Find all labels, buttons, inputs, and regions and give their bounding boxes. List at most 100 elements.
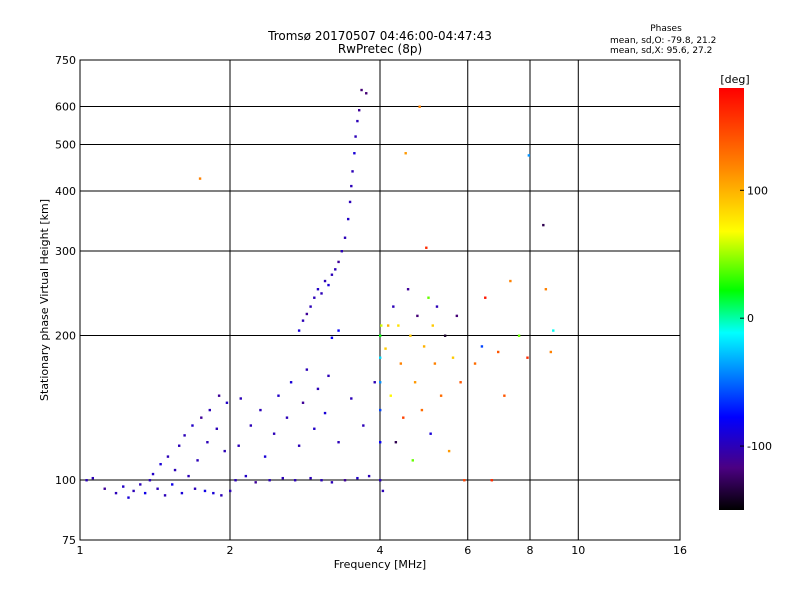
data-point xyxy=(402,416,405,419)
data-point xyxy=(122,485,125,488)
data-point xyxy=(259,408,262,412)
data-point xyxy=(305,312,309,316)
data-point xyxy=(503,394,506,397)
y-tick-label: 200 xyxy=(55,330,76,343)
data-point xyxy=(404,152,407,155)
data-point xyxy=(244,474,248,478)
data-point xyxy=(263,455,267,458)
data-point xyxy=(526,356,529,359)
data-point xyxy=(360,88,363,92)
data-point xyxy=(217,394,221,397)
x-tick-label: 8 xyxy=(527,544,534,557)
data-point xyxy=(297,329,301,332)
data-point xyxy=(237,444,240,447)
data-point xyxy=(399,362,403,365)
data-point xyxy=(316,387,320,391)
data-point xyxy=(177,444,181,447)
data-point xyxy=(379,356,382,359)
data-point xyxy=(323,411,327,415)
data-point xyxy=(277,394,280,397)
data-point xyxy=(249,424,253,427)
data-point xyxy=(429,432,432,435)
data-point xyxy=(156,487,159,490)
x-axis-label: Frequency [MHz] xyxy=(334,558,426,571)
data-point xyxy=(103,487,106,490)
data-point xyxy=(293,479,297,482)
data-point xyxy=(386,324,390,327)
data-point xyxy=(459,381,462,384)
data-point xyxy=(351,170,354,173)
x-tick-label: 6 xyxy=(464,544,471,557)
data-point xyxy=(544,288,548,291)
data-point xyxy=(330,481,334,484)
data-point xyxy=(433,362,437,365)
phases-heading: Phases xyxy=(650,24,682,34)
data-point xyxy=(173,468,177,472)
data-point xyxy=(354,135,357,138)
colorbar xyxy=(719,88,744,510)
data-point xyxy=(281,476,284,480)
data-point xyxy=(285,416,289,419)
data-point xyxy=(268,479,271,482)
data-point xyxy=(208,408,211,412)
data-point xyxy=(350,397,353,400)
data-point xyxy=(139,483,142,486)
data-point xyxy=(379,408,382,412)
data-point xyxy=(517,334,521,337)
data-point xyxy=(212,491,215,495)
data-point xyxy=(327,374,330,378)
data-point xyxy=(381,489,385,493)
data-point xyxy=(151,472,155,476)
data-point xyxy=(159,462,162,466)
data-point xyxy=(490,479,494,482)
data-point xyxy=(234,479,237,482)
data-point xyxy=(394,441,398,444)
data-point xyxy=(346,217,350,221)
data-point xyxy=(350,184,353,188)
data-point xyxy=(409,334,412,337)
data-point xyxy=(484,296,487,299)
data-point xyxy=(91,476,95,480)
data-point xyxy=(549,350,553,354)
data-point xyxy=(343,236,347,239)
data-point xyxy=(356,476,359,480)
data-point xyxy=(203,489,207,493)
scatter-points xyxy=(85,88,555,499)
colorbar-tick-label: 100 xyxy=(747,184,768,197)
y-tick-label: 75 xyxy=(62,534,76,547)
data-point xyxy=(435,305,439,308)
phases-x-mode: mean, sd,X: 95.6, 27.2 xyxy=(610,46,712,56)
data-point xyxy=(309,305,312,308)
data-point xyxy=(542,223,545,227)
data-point xyxy=(320,292,323,295)
data-point xyxy=(463,479,466,482)
data-point xyxy=(431,324,434,327)
data-point xyxy=(379,441,382,444)
data-point xyxy=(447,449,451,453)
data-point xyxy=(337,260,340,264)
grid-lines xyxy=(80,60,680,540)
data-point xyxy=(327,283,330,287)
data-point xyxy=(418,105,421,108)
data-point xyxy=(323,279,327,283)
data-point xyxy=(389,394,392,397)
x-tick-label: 1 xyxy=(77,544,84,557)
data-point xyxy=(85,479,88,482)
data-point xyxy=(297,444,301,447)
data-point xyxy=(313,427,316,430)
y-axis-label: Stationary phase Virtual Height [km] xyxy=(38,199,51,401)
y-tick-label: 400 xyxy=(55,185,76,198)
data-point xyxy=(171,483,174,486)
data-point xyxy=(480,345,484,348)
colorbar-label: [deg] xyxy=(720,73,749,86)
data-point xyxy=(552,329,555,332)
y-tick-label: 300 xyxy=(55,245,76,258)
data-point xyxy=(356,119,359,123)
data-point xyxy=(340,250,344,253)
data-point xyxy=(301,401,305,404)
data-point xyxy=(220,494,223,497)
data-point xyxy=(384,347,387,350)
phases-o-mode: mean, sd,O: -79.8, 21.2 xyxy=(610,36,716,46)
data-point xyxy=(114,491,118,495)
